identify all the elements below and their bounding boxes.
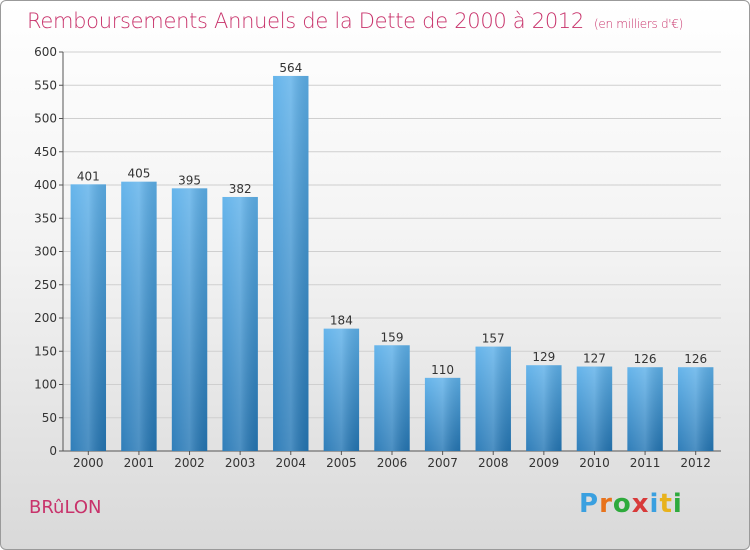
data-label: 184: [330, 314, 353, 328]
data-label: 110: [431, 363, 454, 377]
bar-shine: [222, 196, 258, 451]
data-label: 564: [279, 61, 302, 75]
y-tick-label: 150: [34, 344, 57, 358]
x-tick-label: 2000: [73, 456, 104, 470]
y-tick-label: 300: [34, 245, 57, 259]
data-label: 405: [127, 167, 150, 181]
bar-shine: [70, 184, 107, 451]
bar-shine: [424, 377, 461, 451]
chart-title: Remboursements Annuels de la Dette de 20…: [27, 9, 683, 33]
bar-shine: [677, 367, 714, 451]
data-label: 157: [482, 332, 505, 346]
proxiti-logo: Proxiti: [579, 489, 683, 519]
data-label: 382: [229, 182, 252, 196]
data-labels: 401 405 395 382 564 184 159 110 157 129 127 126 126: [77, 61, 707, 377]
y-tick-label: 400: [34, 178, 57, 192]
y-tick-label: 550: [34, 78, 57, 92]
data-label: 129: [532, 350, 555, 364]
x-tick-label: 2009: [529, 456, 560, 470]
data-label: 126: [684, 352, 707, 366]
y-tick-label: 100: [34, 378, 57, 392]
chart-subtitle: (en milliers d'€): [594, 17, 684, 31]
y-tick-label: 600: [34, 45, 57, 59]
y-tick-label: 350: [34, 211, 57, 225]
y-tick-label: 500: [34, 112, 57, 126]
bar-shine: [475, 346, 511, 451]
x-tick-label: 2003: [225, 456, 256, 470]
bar-shine: [374, 345, 410, 451]
chart-title-text: Remboursements Annuels de la Dette de 20…: [27, 9, 584, 33]
x-tick-label: 2012: [680, 456, 711, 470]
data-label: 159: [381, 330, 404, 344]
x-tick-label: 2007: [427, 456, 458, 470]
y-tick-label: 250: [34, 278, 57, 292]
data-label: 401: [77, 169, 100, 183]
y-tick-label: 200: [34, 311, 57, 325]
axes: 0 50 100 150 200 250 300 350 400 450 500 550 600 2000…: [34, 45, 721, 470]
bar-shine: [627, 367, 663, 451]
x-tick-label: 2010: [579, 456, 610, 470]
commune-name: BRûLON: [29, 497, 102, 518]
y-tick-label: 50: [42, 411, 57, 425]
bar-shine: [121, 181, 157, 452]
bar-shine: [323, 328, 360, 451]
bars: [70, 75, 714, 452]
x-tick-label: 2004: [275, 456, 306, 470]
data-label: 127: [583, 352, 606, 366]
bar-shine: [171, 188, 208, 451]
data-label: 395: [178, 173, 201, 187]
x-tick-label: 2001: [124, 456, 155, 470]
x-tick-label: 2008: [478, 456, 509, 470]
x-tick-label: 2005: [326, 456, 357, 470]
bar-shine: [526, 365, 562, 451]
x-tick-label: 2002: [174, 456, 205, 470]
x-tick-label: 2011: [630, 456, 661, 470]
y-tick-label: 450: [34, 145, 57, 159]
bar-shine: [576, 366, 613, 451]
x-tick-label: 2006: [377, 456, 408, 470]
bar-shine: [273, 75, 309, 451]
y-tick-label: 0: [49, 444, 57, 458]
data-label: 126: [634, 352, 657, 366]
